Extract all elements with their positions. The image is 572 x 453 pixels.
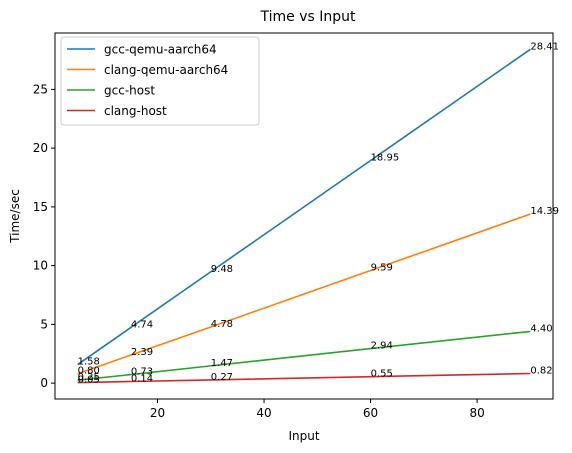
axes-frame (54, 32, 554, 400)
legend: gcc-qemu-aarch64 clang-qemu-aarch64 gcc-ho… (60, 36, 260, 126)
legend-label: gcc-qemu-aarch64 (104, 43, 217, 57)
chart-title: Time vs Input (260, 9, 357, 25)
data-label: 2.94 (371, 341, 393, 352)
data-label: 0.82 (530, 366, 552, 377)
y-axis-label: Time/sec (8, 189, 22, 244)
y-tick-label: 10 (33, 259, 48, 273)
y-tick-label: 15 (33, 200, 48, 214)
data-label: 4.74 (131, 319, 153, 330)
data-label: 0.14 (131, 373, 153, 384)
legend-label: clang-qemu-aarch64 (104, 63, 228, 77)
series-line-gcc-host (77, 330, 531, 381)
y-tick-label: 5 (40, 317, 48, 331)
legend-box (60, 36, 260, 126)
series-line-clang-host (77, 372, 531, 384)
legend-label: clang-host (104, 104, 167, 118)
y-tick-label: 25 (33, 82, 48, 96)
plot-area: 1.58 4.74 9.48 18.95 28.41 0.80 2.39 4.78 9.59 14… (77, 41, 559, 386)
data-label: 0.73 (131, 367, 153, 378)
data-label: 0.27 (211, 372, 233, 383)
data-label: 0.80 (78, 366, 100, 377)
data-label: 1.47 (211, 358, 233, 369)
data-label: 28.41 (530, 41, 559, 52)
series-line-clang-qemu-aarch64 (77, 213, 531, 375)
data-label: 1.58 (78, 357, 100, 368)
data-label: 4.40 (530, 323, 552, 334)
x-tick-label: 40 (256, 406, 271, 420)
data-label: 14.39 (530, 206, 559, 217)
data-label: 4.78 (211, 319, 233, 330)
x-tick-label: 20 (150, 406, 165, 420)
data-label: 0.25 (78, 372, 100, 383)
data-label: 0.05 (78, 375, 100, 386)
x-tick-label: 60 (363, 406, 378, 420)
y-axis: 0 5 10 15 20 25 (33, 82, 55, 390)
y-tick-label: 0 (40, 376, 48, 390)
data-label: 9.59 (371, 262, 393, 273)
data-label: 9.48 (211, 264, 233, 275)
x-axis-label: Input (288, 429, 319, 443)
data-label: 0.55 (371, 369, 393, 380)
x-tick-label: 80 (469, 406, 484, 420)
legend-label: gcc-host (104, 84, 155, 98)
data-label: 18.95 (371, 152, 400, 163)
y-tick-label: 20 (33, 141, 48, 155)
data-label: 2.39 (131, 347, 153, 358)
x-axis: 20 40 60 80 (150, 399, 485, 420)
series-line-gcc-qemu-aarch64 (77, 48, 531, 366)
